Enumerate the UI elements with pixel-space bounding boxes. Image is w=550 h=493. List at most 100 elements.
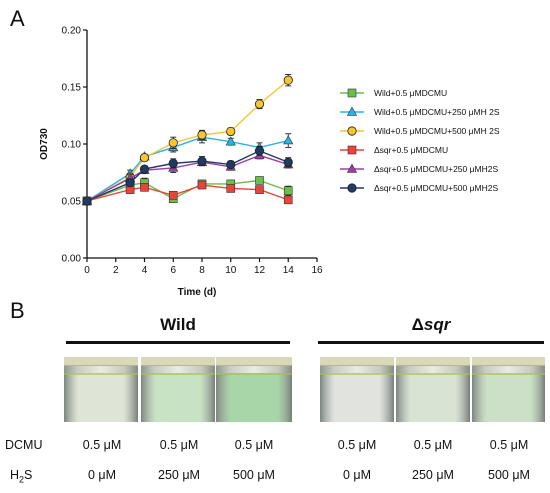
vial-photo-1 (64, 357, 138, 422)
data-point (139, 164, 150, 174)
data-point (82, 196, 92, 206)
vial-rim (472, 357, 545, 366)
x-tick-label: 8 (199, 265, 205, 276)
row-label-h2s: H2S (10, 468, 32, 485)
legend-marker (347, 88, 357, 98)
meniscus-line (64, 373, 138, 375)
legend-label: Δsqr+0.5 μMDCMU (374, 145, 448, 155)
data-point (197, 156, 207, 166)
data-point (255, 176, 264, 185)
legend-label: Wild+0.5 μMDCMU+250 μMH 2S (374, 107, 500, 117)
meniscus-line (472, 373, 545, 375)
panel-a-letter: A (10, 6, 25, 31)
meniscus-line (396, 373, 470, 375)
x-tick-label: 16 (311, 265, 323, 276)
data-point (254, 146, 265, 156)
legend-label: Δsqr+0.5 μMDCMU+500 μMH2S (374, 183, 498, 193)
data-point (168, 138, 178, 148)
data-point (283, 75, 293, 85)
h2s-concentration: 500 μM (488, 468, 530, 482)
h2s-concentration: 250 μM (412, 468, 454, 482)
meniscus-line (216, 373, 292, 375)
dcmu-concentration: 0.5 μM (489, 438, 529, 452)
h2s-s: S (24, 468, 33, 482)
y-tick-label: 0.10 (62, 140, 82, 151)
sqr-gene-name: sqr (423, 315, 451, 334)
dcmu-concentration: 0.5 μM (82, 438, 122, 452)
data-point (197, 180, 207, 190)
h2s-concentration: 500 μM (233, 468, 275, 482)
series-line (86, 136, 289, 202)
h2s-concentration: 0 μM (87, 468, 117, 482)
legend-label: Wild+0.5 μMDCMU+500 μMH 2S (374, 126, 500, 136)
group-underline-wild (66, 341, 290, 344)
vial-liquid (141, 373, 215, 422)
h2s-concentration: 250 μM (158, 468, 200, 482)
legend-label: Wild+0.5 μMDCMU (374, 88, 447, 98)
data-point (168, 158, 178, 168)
vial-rim (64, 357, 138, 366)
x-tick-label: 4 (142, 265, 148, 276)
x-axis-title: Time (d) (178, 287, 217, 298)
vial-photo-5 (396, 357, 470, 422)
vial-rim (396, 357, 470, 366)
legend-marker (347, 183, 357, 193)
group-underline-sqr (318, 341, 544, 344)
vial-photo-3 (216, 357, 292, 422)
group-title-wild: Wild (160, 315, 196, 334)
data-point (226, 126, 236, 137)
y-tick-label: 0.15 (62, 83, 82, 94)
data-point (283, 157, 293, 167)
data-point (226, 159, 236, 170)
row-label-dcmu: DCMU (5, 438, 43, 452)
legend-label: Δsqr+0.5 μMDCMU+250 μMH2S (374, 164, 498, 174)
data-point (125, 178, 135, 188)
data-point (283, 186, 293, 196)
meniscus-line (320, 373, 394, 375)
data-point (226, 184, 236, 193)
vial-rim (320, 357, 394, 366)
vial-photo-4 (320, 357, 394, 422)
vial-rim (141, 357, 215, 366)
y-axis-title: OD730 (39, 128, 50, 160)
vial-photo-6 (472, 357, 545, 422)
dcmu-concentration: 0.5 μM (159, 438, 199, 452)
legend-marker (347, 145, 357, 155)
legend-marker (346, 106, 358, 116)
vial-liquid (216, 373, 292, 422)
h2s-subscript: 2 (19, 474, 25, 485)
dcmu-concentration: 0.5 μM (337, 438, 377, 452)
legend-marker (346, 163, 358, 173)
vial-liquid (472, 373, 545, 422)
x-tick-label: 12 (254, 265, 266, 276)
h2s-h: H (10, 468, 20, 482)
data-point (283, 195, 293, 205)
group-title-sqr: Δsqr (318, 315, 544, 335)
data-point (254, 99, 265, 109)
panel-b-letter: B (10, 298, 25, 323)
dcmu-concentration: 0.5 μM (234, 438, 274, 452)
meniscus-line (141, 373, 215, 375)
od730-line-chart: 0.00 0.05 0.10 0.15 0.20 0 2 4 6 8 10 12 14 16 Time (d… (39, 26, 500, 299)
data-point (225, 136, 236, 146)
h2s-concentration: 0 μM (342, 468, 372, 482)
legend-marker (347, 126, 357, 136)
series-line (86, 154, 289, 202)
x-tick-label: 14 (283, 265, 295, 276)
data-point (168, 191, 178, 200)
x-tick-label: 10 (225, 265, 237, 276)
delta-symbol: Δ (411, 315, 424, 334)
dcmu-concentration: 0.5 μM (413, 438, 453, 452)
x-tick-label: 0 (84, 265, 90, 276)
vial-rim (216, 357, 292, 366)
vial-liquid (320, 373, 394, 422)
data-point (140, 183, 149, 192)
data-point (283, 135, 294, 145)
data-point (197, 130, 207, 140)
x-tick-label: 2 (113, 265, 119, 276)
data-point (139, 153, 150, 163)
y-tick-label: 0.20 (62, 26, 82, 37)
vial-photo-2 (141, 357, 215, 422)
vial-liquid (396, 373, 470, 422)
y-tick-label: 0.05 (62, 197, 82, 208)
